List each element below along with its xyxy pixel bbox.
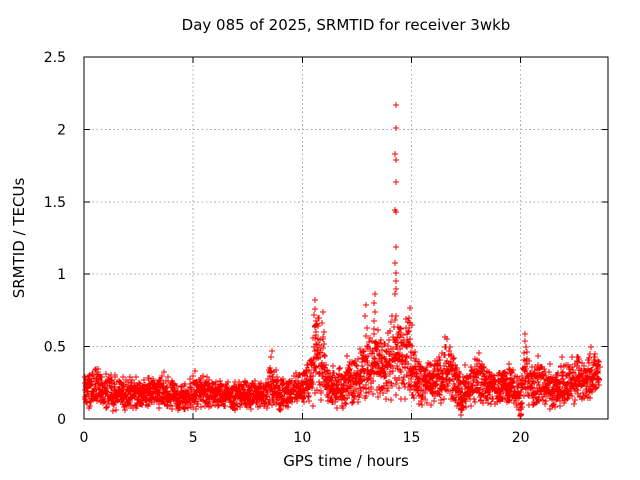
x-axis-label: GPS time / hours <box>283 452 409 470</box>
chart-title: Day 085 of 2025, SRMTID for receiver 3wk… <box>181 16 511 34</box>
x-tick-label: 15 <box>403 430 421 446</box>
y-tick-label: 1 <box>57 267 66 283</box>
y-tick-label: 2.5 <box>44 50 66 66</box>
x-tick-label: 5 <box>189 430 198 446</box>
plot-border <box>83 56 609 420</box>
scatter-points <box>82 102 603 419</box>
y-tick-label: 0.5 <box>44 340 66 356</box>
y-tick-label: 0 <box>57 412 66 428</box>
x-tick-label: 0 <box>80 430 89 446</box>
y-tick-label: 1.5 <box>44 195 66 211</box>
x-tick-label: 20 <box>512 430 530 446</box>
x-tick-label: 10 <box>293 430 311 446</box>
y-tick-label: 2 <box>57 122 66 138</box>
